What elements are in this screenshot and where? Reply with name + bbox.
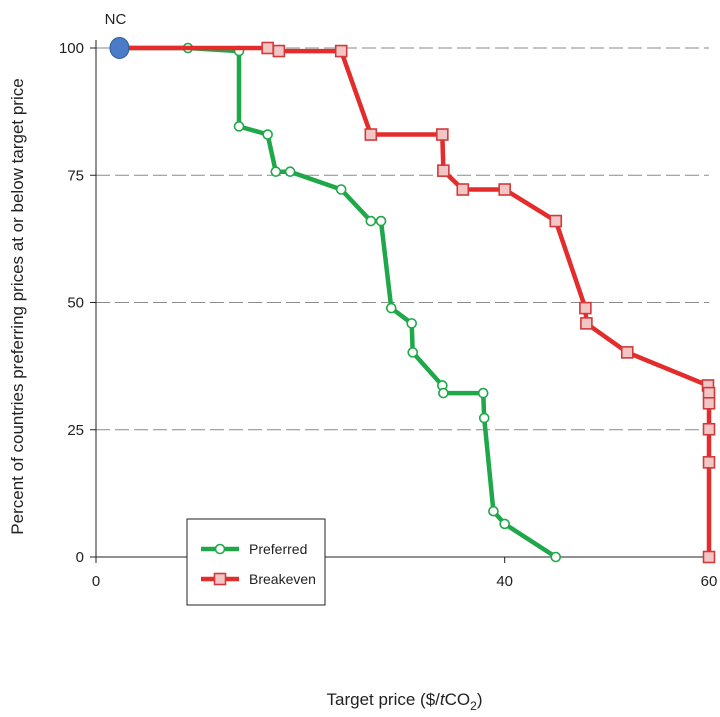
breakeven-point-7 (456, 183, 470, 196)
preferred-point-15 (477, 387, 489, 399)
series-breakeven (119, 41, 716, 564)
preferred-point-18 (499, 518, 510, 530)
breakeven-point-10 (579, 301, 592, 315)
nc-annotation: NC (105, 11, 127, 28)
preferred-point-7 (335, 184, 347, 195)
breakeven-point-15 (702, 396, 716, 410)
y-tick-label-25: 25 (67, 422, 84, 439)
y-tick-label-50: 50 (67, 295, 84, 312)
breakeven-point-5 (436, 128, 449, 141)
legend-entry-preferred: Preferred (201, 541, 307, 557)
y-tick-label-0: 0 (76, 549, 84, 566)
preferred-point-17 (488, 505, 499, 517)
breakeven-point-3 (334, 44, 348, 58)
breakeven-point-18 (702, 550, 716, 564)
y-tick-label-100: 100 (59, 40, 84, 57)
preferred-point-10 (385, 302, 397, 314)
breakeven-point-4 (364, 128, 378, 141)
legend-label-breakeven: Breakeven (249, 571, 316, 587)
breakeven-point-11 (580, 317, 593, 330)
preferred-point-16 (478, 412, 490, 424)
breakeven-point-2 (272, 44, 286, 58)
y-axis-label: Percent of countries preferring prices a… (8, 78, 27, 534)
x-tick-label-40: 40 (496, 573, 513, 590)
preferred-point-4 (262, 129, 273, 140)
preferred-point-19 (550, 551, 562, 563)
preferred-point-8 (365, 215, 377, 227)
legend: Preferred Breakeven (186, 518, 326, 606)
preferred-point-5 (270, 166, 282, 177)
x-tick-label-0: 0 (92, 573, 100, 590)
legend-marker-preferred (214, 543, 226, 555)
breakeven-point-6 (437, 164, 450, 177)
breakeven-point-17 (702, 456, 716, 469)
grid-lines (96, 47, 709, 431)
preferred-point-3 (233, 121, 245, 132)
axes (90, 40, 710, 563)
labels: 02550751000204060Percent of countries pr… (8, 11, 717, 713)
preferred-point-6 (284, 166, 296, 177)
series-layer (109, 37, 716, 564)
legend-marker-breakeven (213, 572, 227, 586)
breakeven-point-16 (702, 422, 716, 436)
legend-entry-breakeven: Breakeven (201, 571, 316, 587)
breakeven-point-14 (702, 386, 716, 400)
series-preferred (119, 42, 562, 563)
preferred-point-14 (438, 387, 449, 399)
nc-point (109, 37, 130, 59)
breakeven-point-9 (549, 214, 563, 228)
breakeven-point-12 (620, 346, 634, 359)
breakeven-point-8 (498, 183, 511, 196)
preferred-point-9 (375, 215, 387, 227)
legend-box (186, 518, 326, 606)
x-axis-label: Target price ($/tCO2) (327, 690, 483, 713)
legend-label-preferred: Preferred (249, 541, 307, 557)
y-tick-label-75: 75 (67, 167, 84, 184)
preferred-point-12 (407, 347, 419, 358)
preferred-point-11 (406, 318, 417, 329)
x-tick-label-60: 60 (701, 573, 718, 590)
breakeven-point-1 (261, 41, 274, 55)
